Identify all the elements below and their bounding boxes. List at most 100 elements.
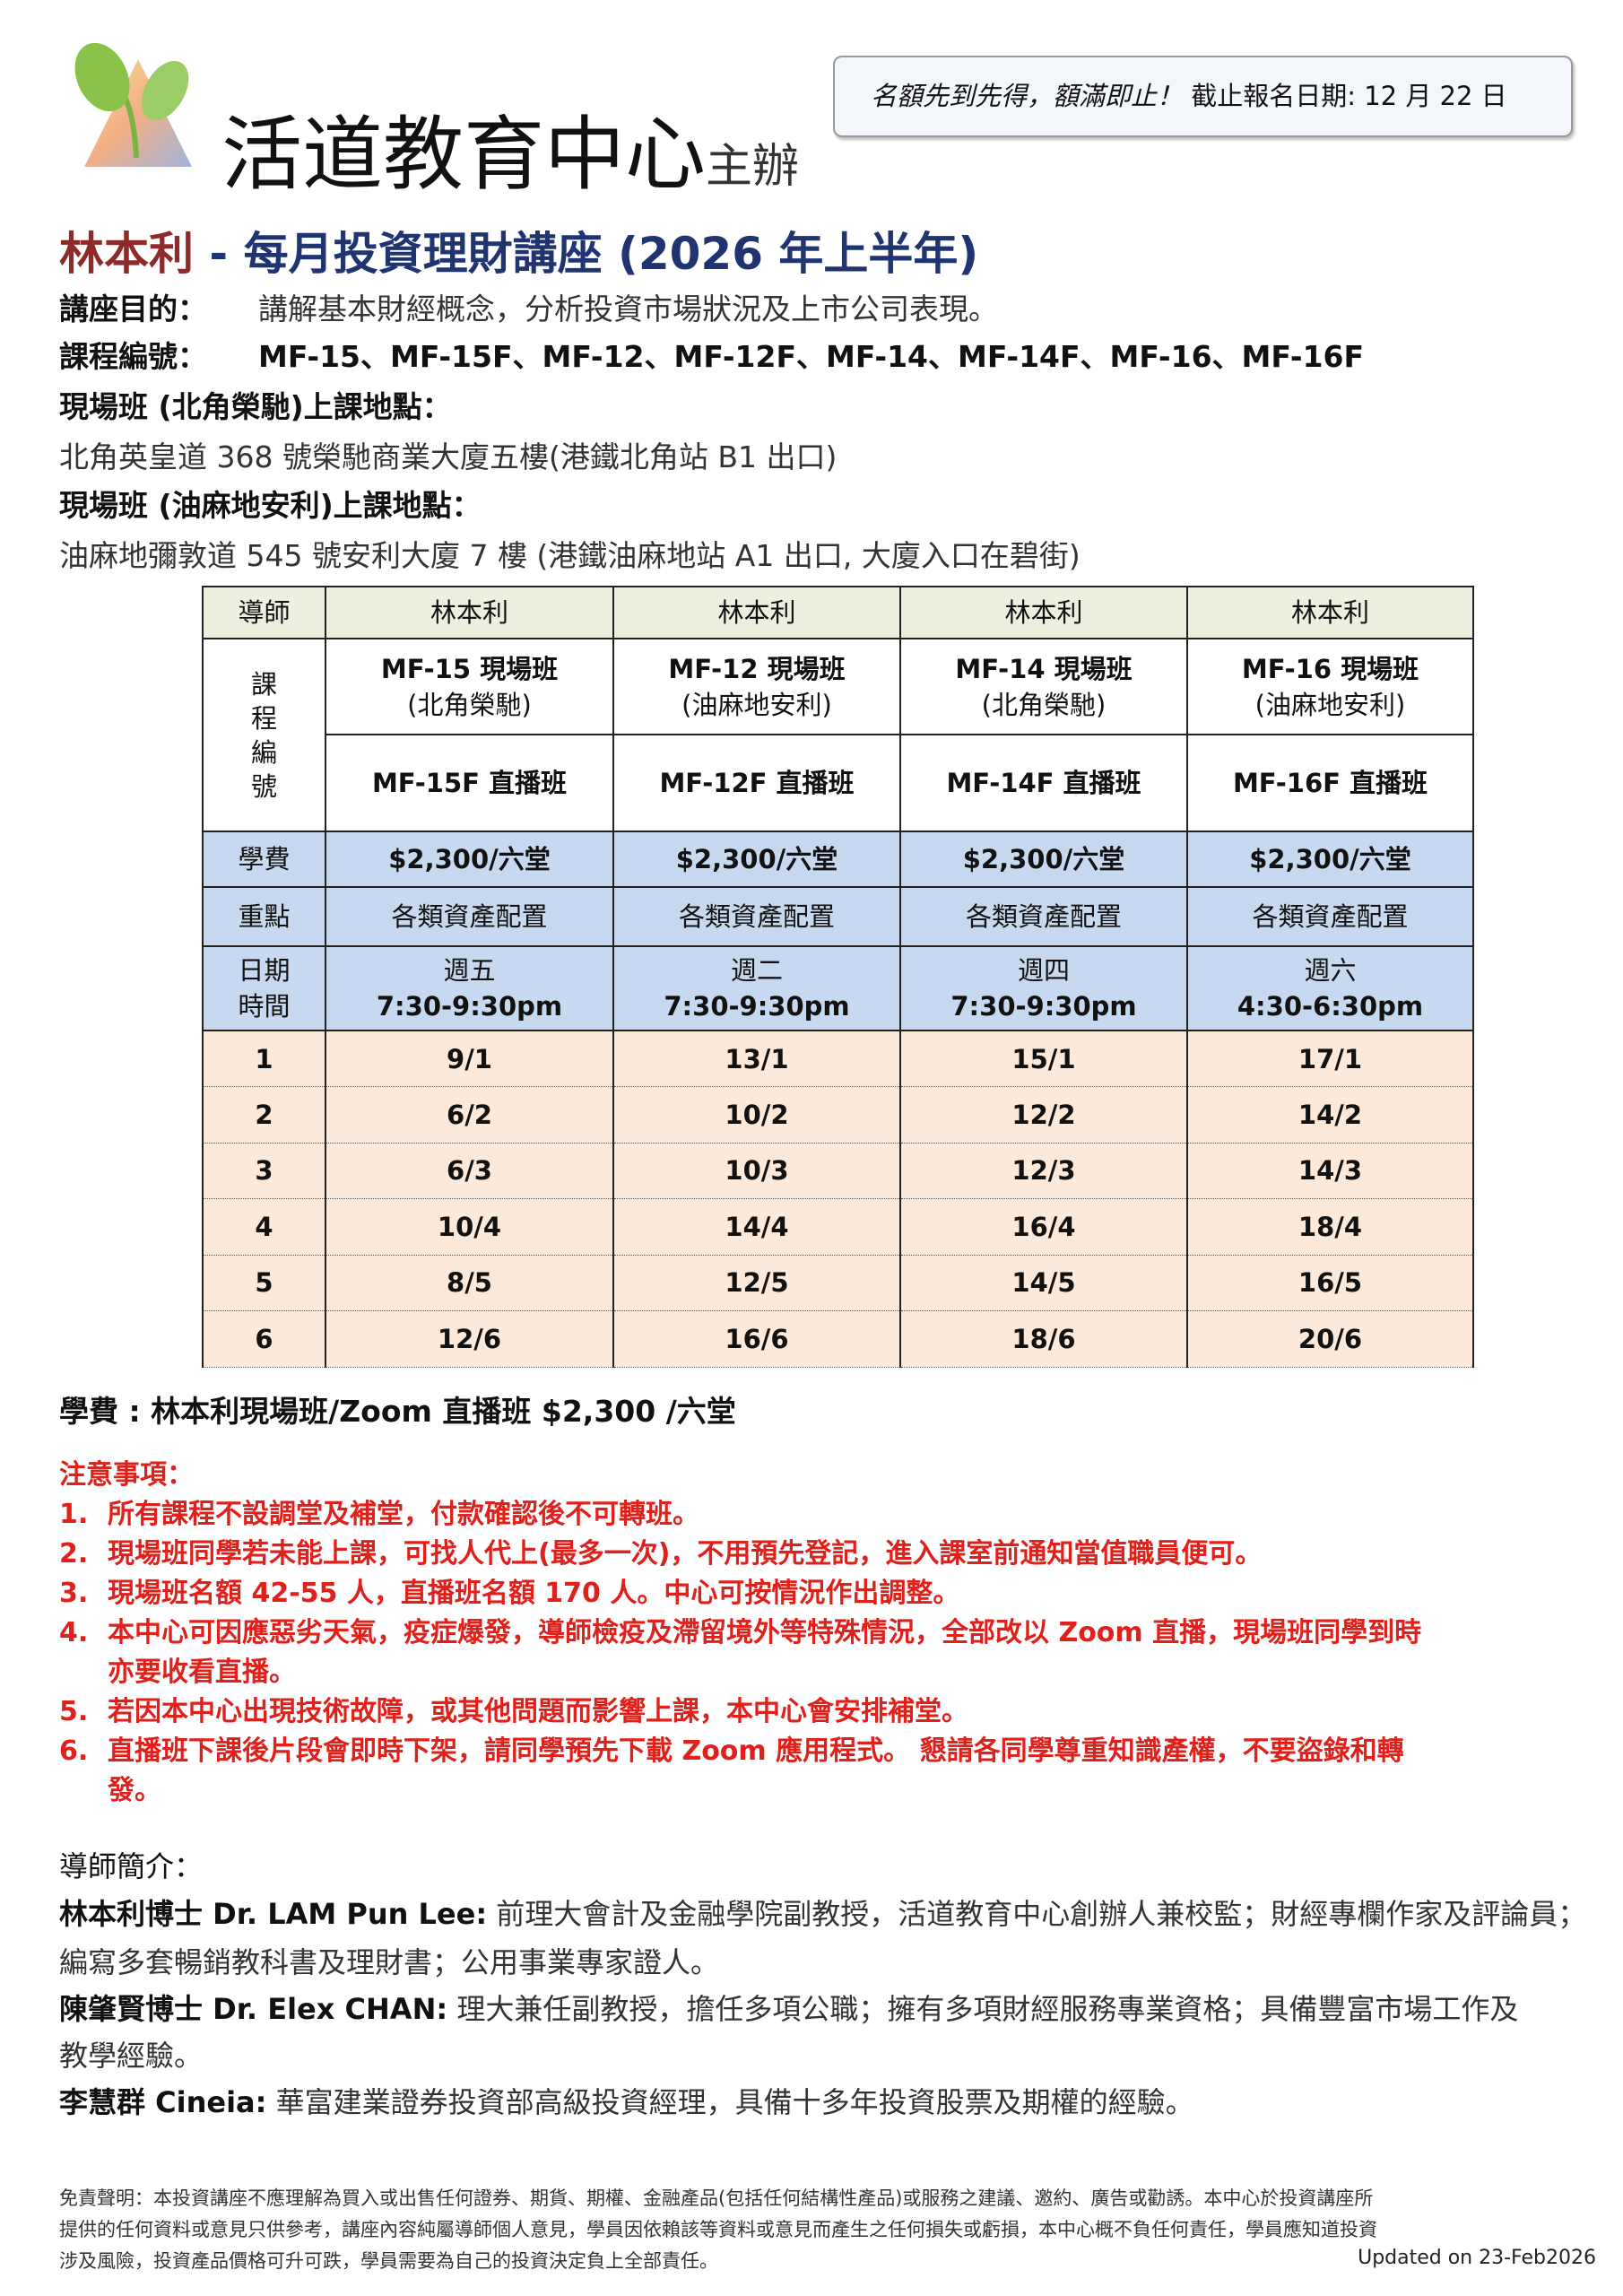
session-date: 10/2	[612, 1086, 901, 1144]
session-number: 6	[202, 1310, 326, 1368]
session-row: 5 8/5 12/5 14/5 16/5	[202, 1254, 1474, 1311]
focus-cell: 各類資產配置	[612, 886, 901, 947]
session-row: 3 6/3 10/3 12/3 14/3	[202, 1142, 1474, 1199]
purpose-label: 講座目的：	[59, 291, 207, 326]
session-date: 16/6	[612, 1310, 901, 1368]
session-date: 16/4	[899, 1198, 1188, 1256]
tutor-name: 林本利博士 Dr. LAM Pun Lee:	[59, 1897, 488, 1931]
organizer-suffix: 主辦	[706, 140, 800, 194]
session-date: 16/5	[1186, 1254, 1474, 1311]
session-date: 20/6	[1186, 1310, 1474, 1368]
note-text: 若因本中心出現技術故障，或其他問題而影響上課，本中心會安排補堂。	[108, 1696, 968, 1727]
notes-title: 注意事項：	[59, 1459, 194, 1491]
tutor-description: 教學經驗。	[59, 2039, 204, 2073]
session-row: 4 10/4 14/4 16/4 18/4	[202, 1198, 1474, 1256]
session-date: 12/3	[899, 1142, 1188, 1199]
purpose-row: 講座目的： 講解基本財經概念，分析投資市場狀況及上市公司表現。	[59, 290, 998, 329]
note-item: 6. 直播班下課後片段會即時下架，請同學預先下載 Zoom 應用程式。 懇請各同學…	[59, 1732, 1404, 1771]
datetime-cell: 週五 7:30-9:30pm	[325, 945, 614, 1031]
fee-row: 學費 $2,300/六堂 $2,300/六堂 $2,300/六堂 $2,300/…	[202, 831, 1474, 888]
session-row: 6 12/6 16/6 18/6 20/6	[202, 1310, 1474, 1368]
focus-label: 重點	[202, 886, 326, 947]
venue1-address: 北角英皇道 368 號榮馳商業大廈五樓(港鐵北角站 B1 出口)	[59, 439, 838, 474]
tutor-name: 陳肇賢博士 Dr. Elex CHAN:	[59, 1992, 448, 2026]
onsite-class-cell: MF-16 現場班 (油麻地安利)	[1186, 638, 1474, 735]
datetime-label: 日期 時間	[202, 945, 326, 1031]
live-class-cell: MF-12F 直播班	[612, 734, 901, 832]
live-class-cell: MF-15F 直播班	[325, 734, 614, 832]
session-date: 14/4	[612, 1198, 901, 1256]
purpose-text: 講解基本財經概念，分析投資市場狀況及上市公司表現。	[258, 291, 998, 326]
tutor-description: 理大兼任副教授，擔任多項公職；擁有多項財經服務專業資格；具備豐富市場工作及	[456, 1992, 1519, 2026]
note-item: 4. 本中心可因應惡劣天氣，疫症爆發，導師檢疫及滯留境外等特殊情況，全部改以 Zo…	[59, 1613, 1421, 1653]
note-text: 所有課程不設調堂及補堂，付款確認後不可轉班。	[108, 1499, 699, 1530]
tutor-cell: 林本利	[1186, 586, 1474, 639]
session-date: 8/5	[325, 1254, 614, 1311]
codes-text: MF-15、MF-15F、MF-12、MF-12F、MF-14、MF-14F、M…	[258, 339, 1365, 374]
fee-cell: $2,300/六堂	[1186, 831, 1474, 888]
tutor-cell: 林本利	[899, 586, 1188, 639]
speaker-name: 林本利	[59, 228, 194, 280]
organizer-name: 活道教育中心主辦	[221, 108, 800, 202]
live-row: MF-15F 直播班 MF-12F 直播班 MF-14F 直播班 MF-16F …	[203, 734, 1474, 832]
session-row: 2 6/2 10/2 12/2 14/2	[202, 1086, 1474, 1144]
tutor-row: 導師 林本利 林本利 林本利 林本利	[202, 586, 1474, 639]
session-number: 2	[202, 1086, 326, 1144]
fee-cell: $2,300/六堂	[612, 831, 901, 888]
session-number: 1	[202, 1030, 326, 1087]
session-date: 13/1	[612, 1030, 901, 1087]
note-number: 6.	[59, 1735, 89, 1767]
disclaimer-line: 提供的任何資料或意見只供參考，講座內容純屬導師個人意見，學員因依賴該等資料或意見…	[59, 2219, 1377, 2240]
tutors-title: 導師簡介：	[59, 1849, 204, 1883]
session-date: 15/1	[899, 1030, 1188, 1087]
tutor-bio-line: 教學經驗。	[59, 2032, 203, 2079]
fee-label: 學費	[202, 831, 326, 888]
session-number: 5	[202, 1254, 326, 1311]
session-date: 18/4	[1186, 1198, 1474, 1256]
venue2-label: 現場班 (油麻地安利)上課地點：	[59, 488, 482, 523]
fee-cell: $2,300/六堂	[325, 831, 614, 888]
note-text: 現場班名額 42-55 人，直播班名額 170 人。中心可按情況作出調整。	[108, 1578, 960, 1609]
note-item: 2. 現場班同學若未能上課，可找人代上(最多一次)，不用預先登記，進入課室前通知當…	[59, 1535, 1262, 1574]
venue2-address: 油麻地彌敦道 545 號安利大廈 7 樓 (港鐵油麻地站 A1 出口, 大廈入口…	[59, 538, 1081, 573]
onsite-class-cell: MF-14 現場班 (北角榮馳)	[899, 638, 1188, 735]
note-number: 1.	[59, 1499, 89, 1530]
tutor-label: 導師	[202, 586, 326, 639]
tutor-cell: 林本利	[325, 586, 614, 639]
note-text: 發。	[108, 1775, 161, 1806]
session-date: 12/6	[325, 1310, 614, 1368]
note-text: 直播班下課後片段會即時下架，請同學預先下載 Zoom 應用程式。 懇請各同學尊重…	[108, 1735, 1404, 1767]
disclaimer-line: 涉及風險，投資產品價格可升可跌，學員需要為自己的投資決定負上全部責任。	[59, 2250, 718, 2272]
notice-first-come: 名額先到先得，額滿即止！	[871, 81, 1184, 111]
note-text: 亦要收看直播。	[108, 1657, 296, 1688]
note-item: 5. 若因本中心出現技術故障，或其他問題而影響上課，本中心會安排補堂。	[59, 1692, 968, 1732]
session-number: 3	[202, 1142, 326, 1199]
session-date: 6/2	[325, 1086, 614, 1144]
note-item: 1. 所有課程不設調堂及補堂，付款確認後不可轉班。	[59, 1495, 699, 1535]
session-date: 14/5	[899, 1254, 1188, 1311]
updated-date: Updated on 23-Feb2026	[1358, 2247, 1596, 2269]
note-number: 4.	[59, 1617, 89, 1648]
tutor-cell: 林本利	[612, 586, 901, 639]
tutor-name: 李慧群 Cineia:	[59, 2085, 267, 2119]
page-title: 林本利 - 每月投資理財講座 (2026 年上半年)	[59, 224, 978, 283]
session-date: 12/2	[899, 1086, 1188, 1144]
datetime-cell: 週四 7:30-9:30pm	[899, 945, 1188, 1031]
notice-deadline: 截止報名日期: 12 月 22 日	[1191, 81, 1507, 111]
session-date: 10/4	[325, 1198, 614, 1256]
fee-cell: $2,300/六堂	[899, 831, 1188, 888]
organization-logo	[74, 42, 192, 167]
session-date: 10/3	[612, 1142, 901, 1199]
enrolment-notice-box: 名額先到先得，額滿即止！ 截止報名日期: 12 月 22 日	[833, 56, 1573, 137]
note-item: 亦要收看直播。	[59, 1653, 296, 1692]
note-item: 發。	[59, 1771, 161, 1811]
tutor-description: 前理大會計及金融學院副教授，活道教育中心創辦人兼校監；財經專欄作家及評論員；	[496, 1897, 1587, 1931]
session-date: 17/1	[1186, 1030, 1474, 1087]
live-class-cell: MF-14F 直播班	[899, 734, 1188, 832]
disclaimer-line: 免責聲明：本投資講座不應理解為買入或出售任何證券、期貨、期權、金融產品(包括任何…	[59, 2187, 1374, 2209]
session-number: 4	[202, 1198, 326, 1256]
note-item: 3. 現場班名額 42-55 人，直播班名額 170 人。中心可按情況作出調整。	[59, 1574, 959, 1613]
course-title: 每月投資理財講座 (2026 年上半年)	[243, 228, 979, 280]
live-class-cell: MF-16F 直播班	[1186, 734, 1474, 832]
tutor-bio-line: 李慧群 Cineia: 華富建業證券投資部高級投資經理，具備十多年投資股票及期權…	[59, 2079, 1194, 2126]
